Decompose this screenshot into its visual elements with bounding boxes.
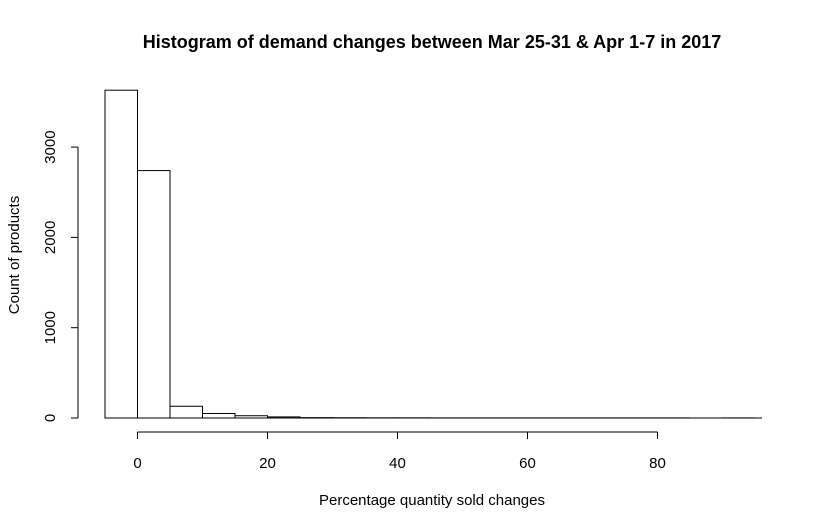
y-axis: 0 1000 2000 3000 [42, 130, 79, 422]
x-tick-label: 20 [259, 455, 276, 472]
histogram-bar [104, 89, 138, 419]
x-tick-label: 0 [133, 455, 141, 472]
y-axis-label: Count of products [6, 196, 23, 314]
x-tick-label: 80 [649, 455, 666, 472]
histogram-bars [104, 89, 762, 419]
x-tick-label: 60 [519, 455, 536, 472]
y-tick-label: 2000 [42, 221, 59, 254]
histogram-bar [137, 170, 171, 419]
x-axis-label: Percentage quantity sold changes [319, 492, 545, 509]
chart-title: Histogram of demand changes between Mar … [143, 32, 722, 52]
x-tick-label: 40 [389, 455, 406, 472]
y-tick-label: 0 [42, 414, 59, 422]
y-tick-label: 1000 [42, 311, 59, 344]
histogram-bar [169, 405, 203, 419]
y-tick-label: 3000 [42, 130, 59, 163]
x-axis: 0 20 40 60 80 [133, 431, 666, 472]
histogram-bar [202, 412, 236, 419]
